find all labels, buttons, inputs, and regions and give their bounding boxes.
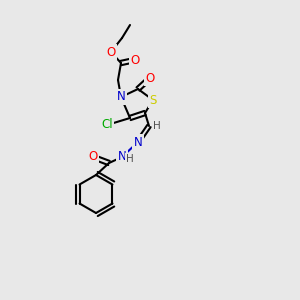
Text: O: O (146, 71, 154, 85)
Text: N: N (118, 151, 126, 164)
Text: N: N (134, 136, 142, 148)
Text: H: H (153, 121, 161, 131)
Text: O: O (130, 53, 140, 67)
Text: Cl: Cl (101, 118, 113, 131)
Text: O: O (106, 46, 116, 59)
Text: O: O (88, 151, 98, 164)
Text: N: N (117, 91, 125, 103)
Text: H: H (126, 154, 134, 164)
Text: S: S (149, 94, 157, 106)
